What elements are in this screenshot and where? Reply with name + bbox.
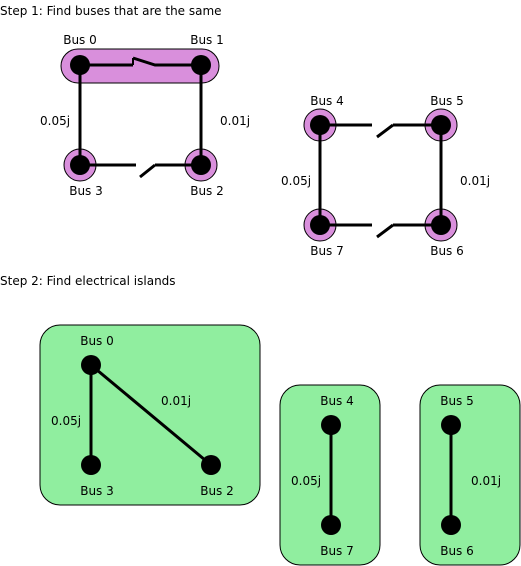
bus3-node xyxy=(70,155,90,175)
impedance-bus5-bus6: 0.01j xyxy=(460,174,490,188)
island1-bus3-node xyxy=(81,455,101,475)
island2-bus4-node xyxy=(321,415,341,435)
island1-bus3-label: Bus 3 xyxy=(80,484,114,498)
bus6-node xyxy=(431,215,451,235)
same-bus-group-0-1 xyxy=(60,48,220,84)
bus2-node xyxy=(191,155,211,175)
impedance-bus0-bus3: 0.05j xyxy=(40,114,70,128)
island1-line-bus0-bus2 xyxy=(90,363,212,467)
island1-bus2-label: Bus 2 xyxy=(200,484,234,498)
island1-impedance-bus0-bus3: 0.05j xyxy=(51,414,81,428)
bus3-label: Bus 3 xyxy=(69,184,103,198)
bus7-node xyxy=(310,215,330,235)
bus2-label: Bus 2 xyxy=(190,184,224,198)
island2-bus7-label: Bus 7 xyxy=(320,544,354,558)
island1-impedance-bus0-bus2: 0.01j xyxy=(161,394,191,408)
switch-open-bus3-bus2 xyxy=(80,163,201,179)
island1-bus0-node xyxy=(81,355,101,375)
island3-impedance-bus5-bus6: 0.01j xyxy=(471,474,501,488)
bus4-node xyxy=(310,115,330,135)
bus5-node xyxy=(431,115,451,135)
island2-bus7-node xyxy=(321,515,341,535)
island-1: Bus 0 Bus 3 Bus 2 0.05j 0.01j xyxy=(39,324,261,506)
bus1-node xyxy=(191,55,211,75)
island2-bus4-label: Bus 4 xyxy=(320,394,354,408)
island3-bus6-node xyxy=(441,515,461,535)
island2-impedance-bus4-bus7: 0.05j xyxy=(291,474,321,488)
impedance-bus4-bus7: 0.05j xyxy=(281,174,311,188)
bus5-label: Bus 5 xyxy=(430,94,464,108)
bus4-label: Bus 4 xyxy=(310,94,344,108)
island3-bus6-label: Bus 6 xyxy=(440,544,474,558)
island-3: Bus 5 Bus 6 0.01j xyxy=(419,384,521,566)
island1-bus0-label: Bus 0 xyxy=(80,334,114,348)
bus0-label: Bus 0 xyxy=(63,33,97,47)
step1-title: Step 1: Find buses that are the same xyxy=(0,4,222,18)
switch-open-bus7-bus6 xyxy=(320,223,441,239)
island1-bus2-node xyxy=(201,455,221,475)
island-2: Bus 4 Bus 7 0.05j xyxy=(279,384,381,566)
island3-bus5-node xyxy=(441,415,461,435)
step2-title: Step 2: Find electrical islands xyxy=(0,274,176,288)
island3-bus5-label: Bus 5 xyxy=(440,394,474,408)
switch-open-bus4-bus5 xyxy=(320,123,441,139)
bus7-label: Bus 7 xyxy=(310,244,344,258)
bus0-node xyxy=(70,55,90,75)
bus6-label: Bus 6 xyxy=(430,244,464,258)
bus1-label: Bus 1 xyxy=(190,33,224,47)
impedance-bus1-bus2: 0.01j xyxy=(220,114,250,128)
